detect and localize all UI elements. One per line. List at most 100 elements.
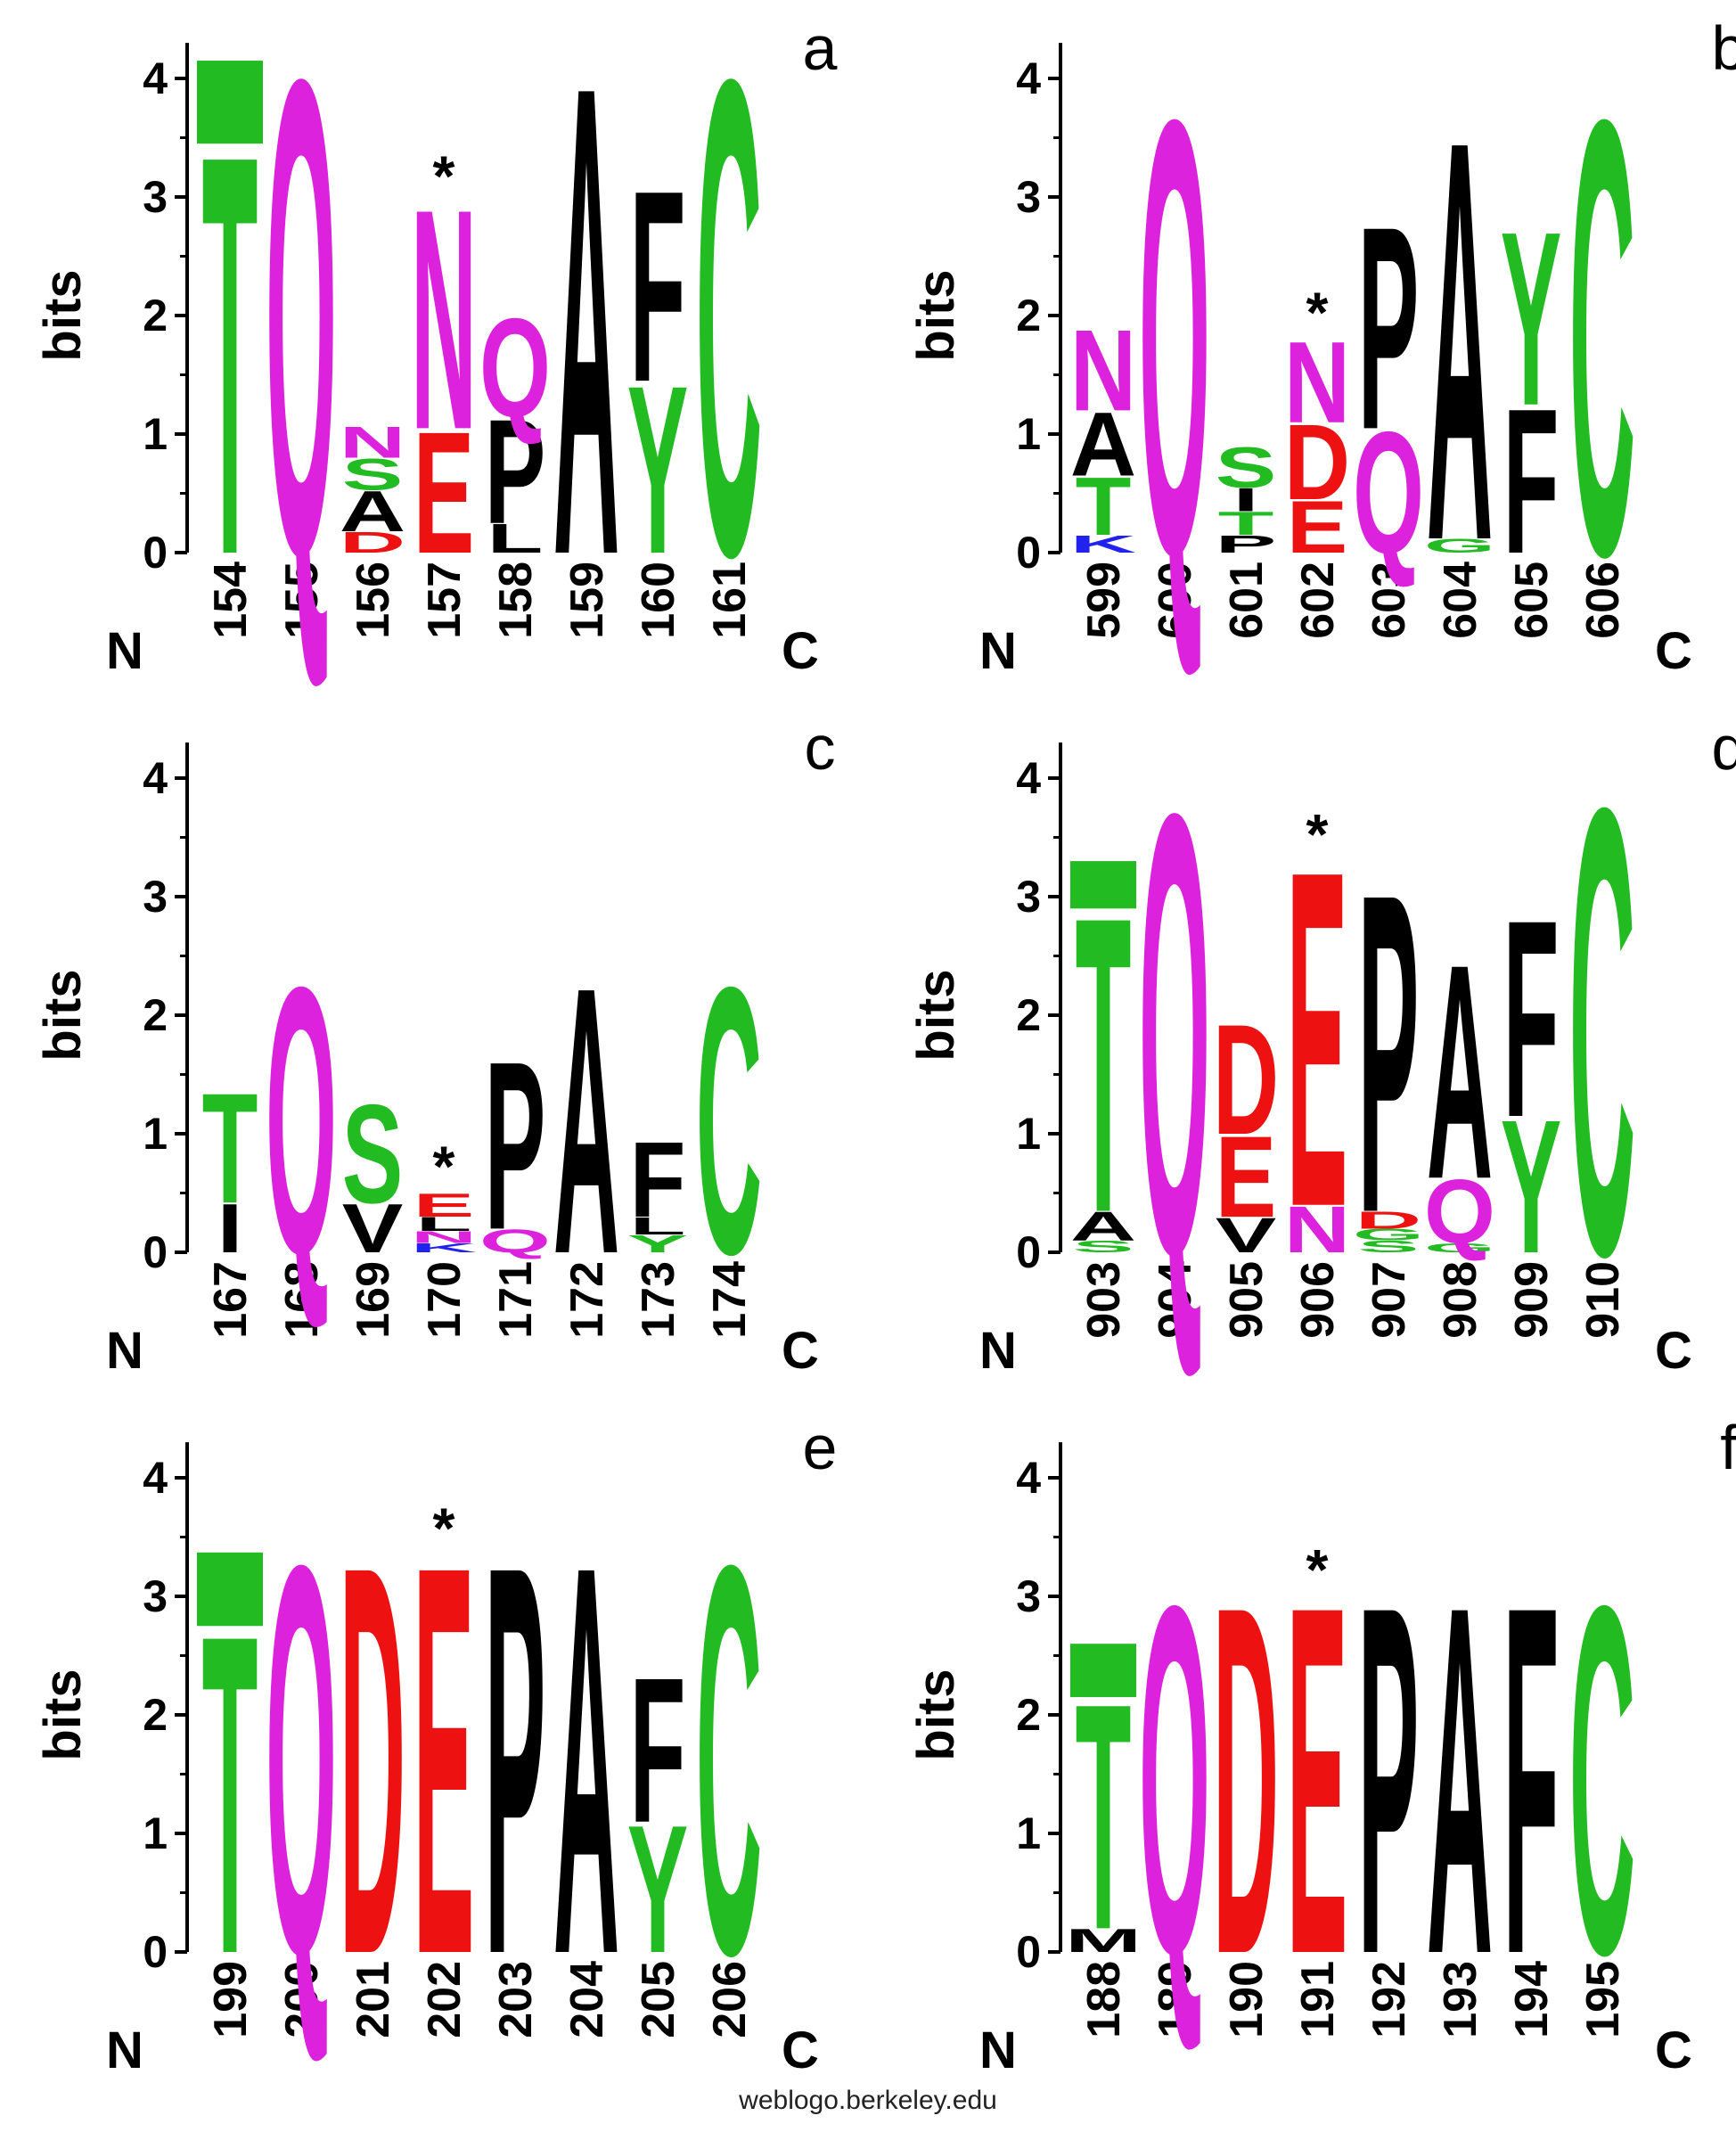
logo-letter: E xyxy=(414,397,475,591)
n-terminus-label: N xyxy=(106,622,143,680)
logo-letter: Q xyxy=(479,1223,551,1259)
x-tick-label: 200 xyxy=(276,1961,328,2038)
n-terminus-label: N xyxy=(106,2021,143,2079)
x-tick-label: 907 xyxy=(1363,1261,1415,1339)
logo-letter: E xyxy=(1287,485,1348,569)
logo-letter: D xyxy=(1213,991,1279,1168)
y-tick-label: 0 xyxy=(1016,1227,1041,1277)
y-tick-label: 1 xyxy=(143,1808,168,1858)
logo-letter: P xyxy=(1216,530,1277,558)
x-tick-label: 905 xyxy=(1221,1261,1273,1339)
x-tick-label: 156 xyxy=(348,562,399,639)
logo-letter: D xyxy=(1355,1206,1421,1234)
y-tick-label: 3 xyxy=(143,872,168,922)
panel-label: f xyxy=(1720,1413,1736,1482)
logo-column: 908 GQA xyxy=(1424,900,1495,1339)
x-tick-label: 909 xyxy=(1506,1261,1558,1339)
x-tick-label: 155 xyxy=(276,562,328,639)
x-tick-label: 171 xyxy=(490,1261,542,1339)
x-tick-label: 192 xyxy=(1363,1961,1415,2038)
logo-letter: Q xyxy=(266,908,337,1333)
logo-letter: Y xyxy=(1501,1079,1562,1293)
n-terminus-label: N xyxy=(979,1322,1017,1380)
c-terminus-label: C xyxy=(1655,2021,1692,2079)
y-axis-title: bits xyxy=(34,969,92,1061)
marker-asterisk: * xyxy=(433,1135,455,1199)
y-tick-label: 0 xyxy=(1016,1927,1041,1977)
y-tick-label: 1 xyxy=(143,1109,168,1159)
logo-letter: S xyxy=(1358,1237,1420,1256)
logo-letter: Y xyxy=(1501,181,1562,457)
x-tick-label: 194 xyxy=(1506,1961,1558,2038)
x-tick-label: 191 xyxy=(1292,1961,1344,2038)
x-tick-label: 195 xyxy=(1577,1961,1629,2038)
y-axis-title: bits xyxy=(907,969,965,1061)
logo-letter: D xyxy=(340,526,405,559)
logo-letter: A xyxy=(1427,1502,1493,2057)
logo-letter: V xyxy=(342,1190,404,1267)
logo-letter: G xyxy=(1353,1226,1424,1244)
y-tick-label: 2 xyxy=(1016,1690,1041,1740)
logo-letter: L xyxy=(487,515,544,562)
panel-label: d xyxy=(1712,713,1736,783)
logo-letter: I xyxy=(217,1190,243,1267)
y-tick-label: 3 xyxy=(1016,1571,1041,1621)
logo-letter: A xyxy=(1427,900,1493,1243)
panel-label: b xyxy=(1712,13,1736,83)
logo-letter: Y xyxy=(627,336,689,604)
logo-letter: T xyxy=(1076,460,1132,553)
y-tick-label: 0 xyxy=(143,1927,168,1977)
logo-letter: I xyxy=(1233,481,1259,518)
x-tick-label: 600 xyxy=(1150,562,1201,639)
x-tick-label: 159 xyxy=(561,562,613,639)
marker-asterisk: * xyxy=(1306,281,1329,345)
logo-letter: F xyxy=(1503,1502,1560,2057)
y-tick-label: 1 xyxy=(1016,1109,1041,1159)
x-tick-label: 169 xyxy=(348,1261,399,1339)
logo-letter: P xyxy=(1358,800,1420,1308)
logo-letter: C xyxy=(696,0,762,698)
x-tick-label: 193 xyxy=(1435,1961,1486,2038)
logo-letter: A xyxy=(553,0,619,695)
logo-letter: F xyxy=(1503,366,1560,598)
logo-letter: Q xyxy=(1139,1502,1210,2057)
y-tick-label: 1 xyxy=(1016,409,1041,459)
logo-letter: S xyxy=(1073,1237,1134,1256)
logo-letter: F xyxy=(630,1119,686,1240)
x-tick-label: 910 xyxy=(1577,1261,1629,1339)
logo-letter-cap xyxy=(197,61,263,144)
y-tick-label: 0 xyxy=(1016,528,1041,578)
y-tick-label: 0 xyxy=(143,1227,168,1277)
panel-label: c xyxy=(805,713,836,783)
x-tick-label: 602 xyxy=(1292,562,1344,639)
x-tick-label: 188 xyxy=(1078,1961,1130,2038)
x-tick-label: 903 xyxy=(1078,1261,1130,1339)
y-tick-label: 4 xyxy=(1016,53,1041,103)
logo-letter: E xyxy=(1287,1502,1348,2057)
x-tick-label: 202 xyxy=(419,1961,471,2038)
x-tick-label: 190 xyxy=(1221,1961,1273,2038)
logo-letter: D xyxy=(340,1449,405,2070)
y-tick-label: 4 xyxy=(143,753,168,803)
y-tick-label: 1 xyxy=(143,409,168,459)
logo-letter: C xyxy=(696,908,762,1333)
y-tick-label: 0 xyxy=(143,528,168,578)
footer-credit: weblogo.berkeley.edu xyxy=(739,2086,997,2115)
y-axis-title: bits xyxy=(34,269,92,361)
